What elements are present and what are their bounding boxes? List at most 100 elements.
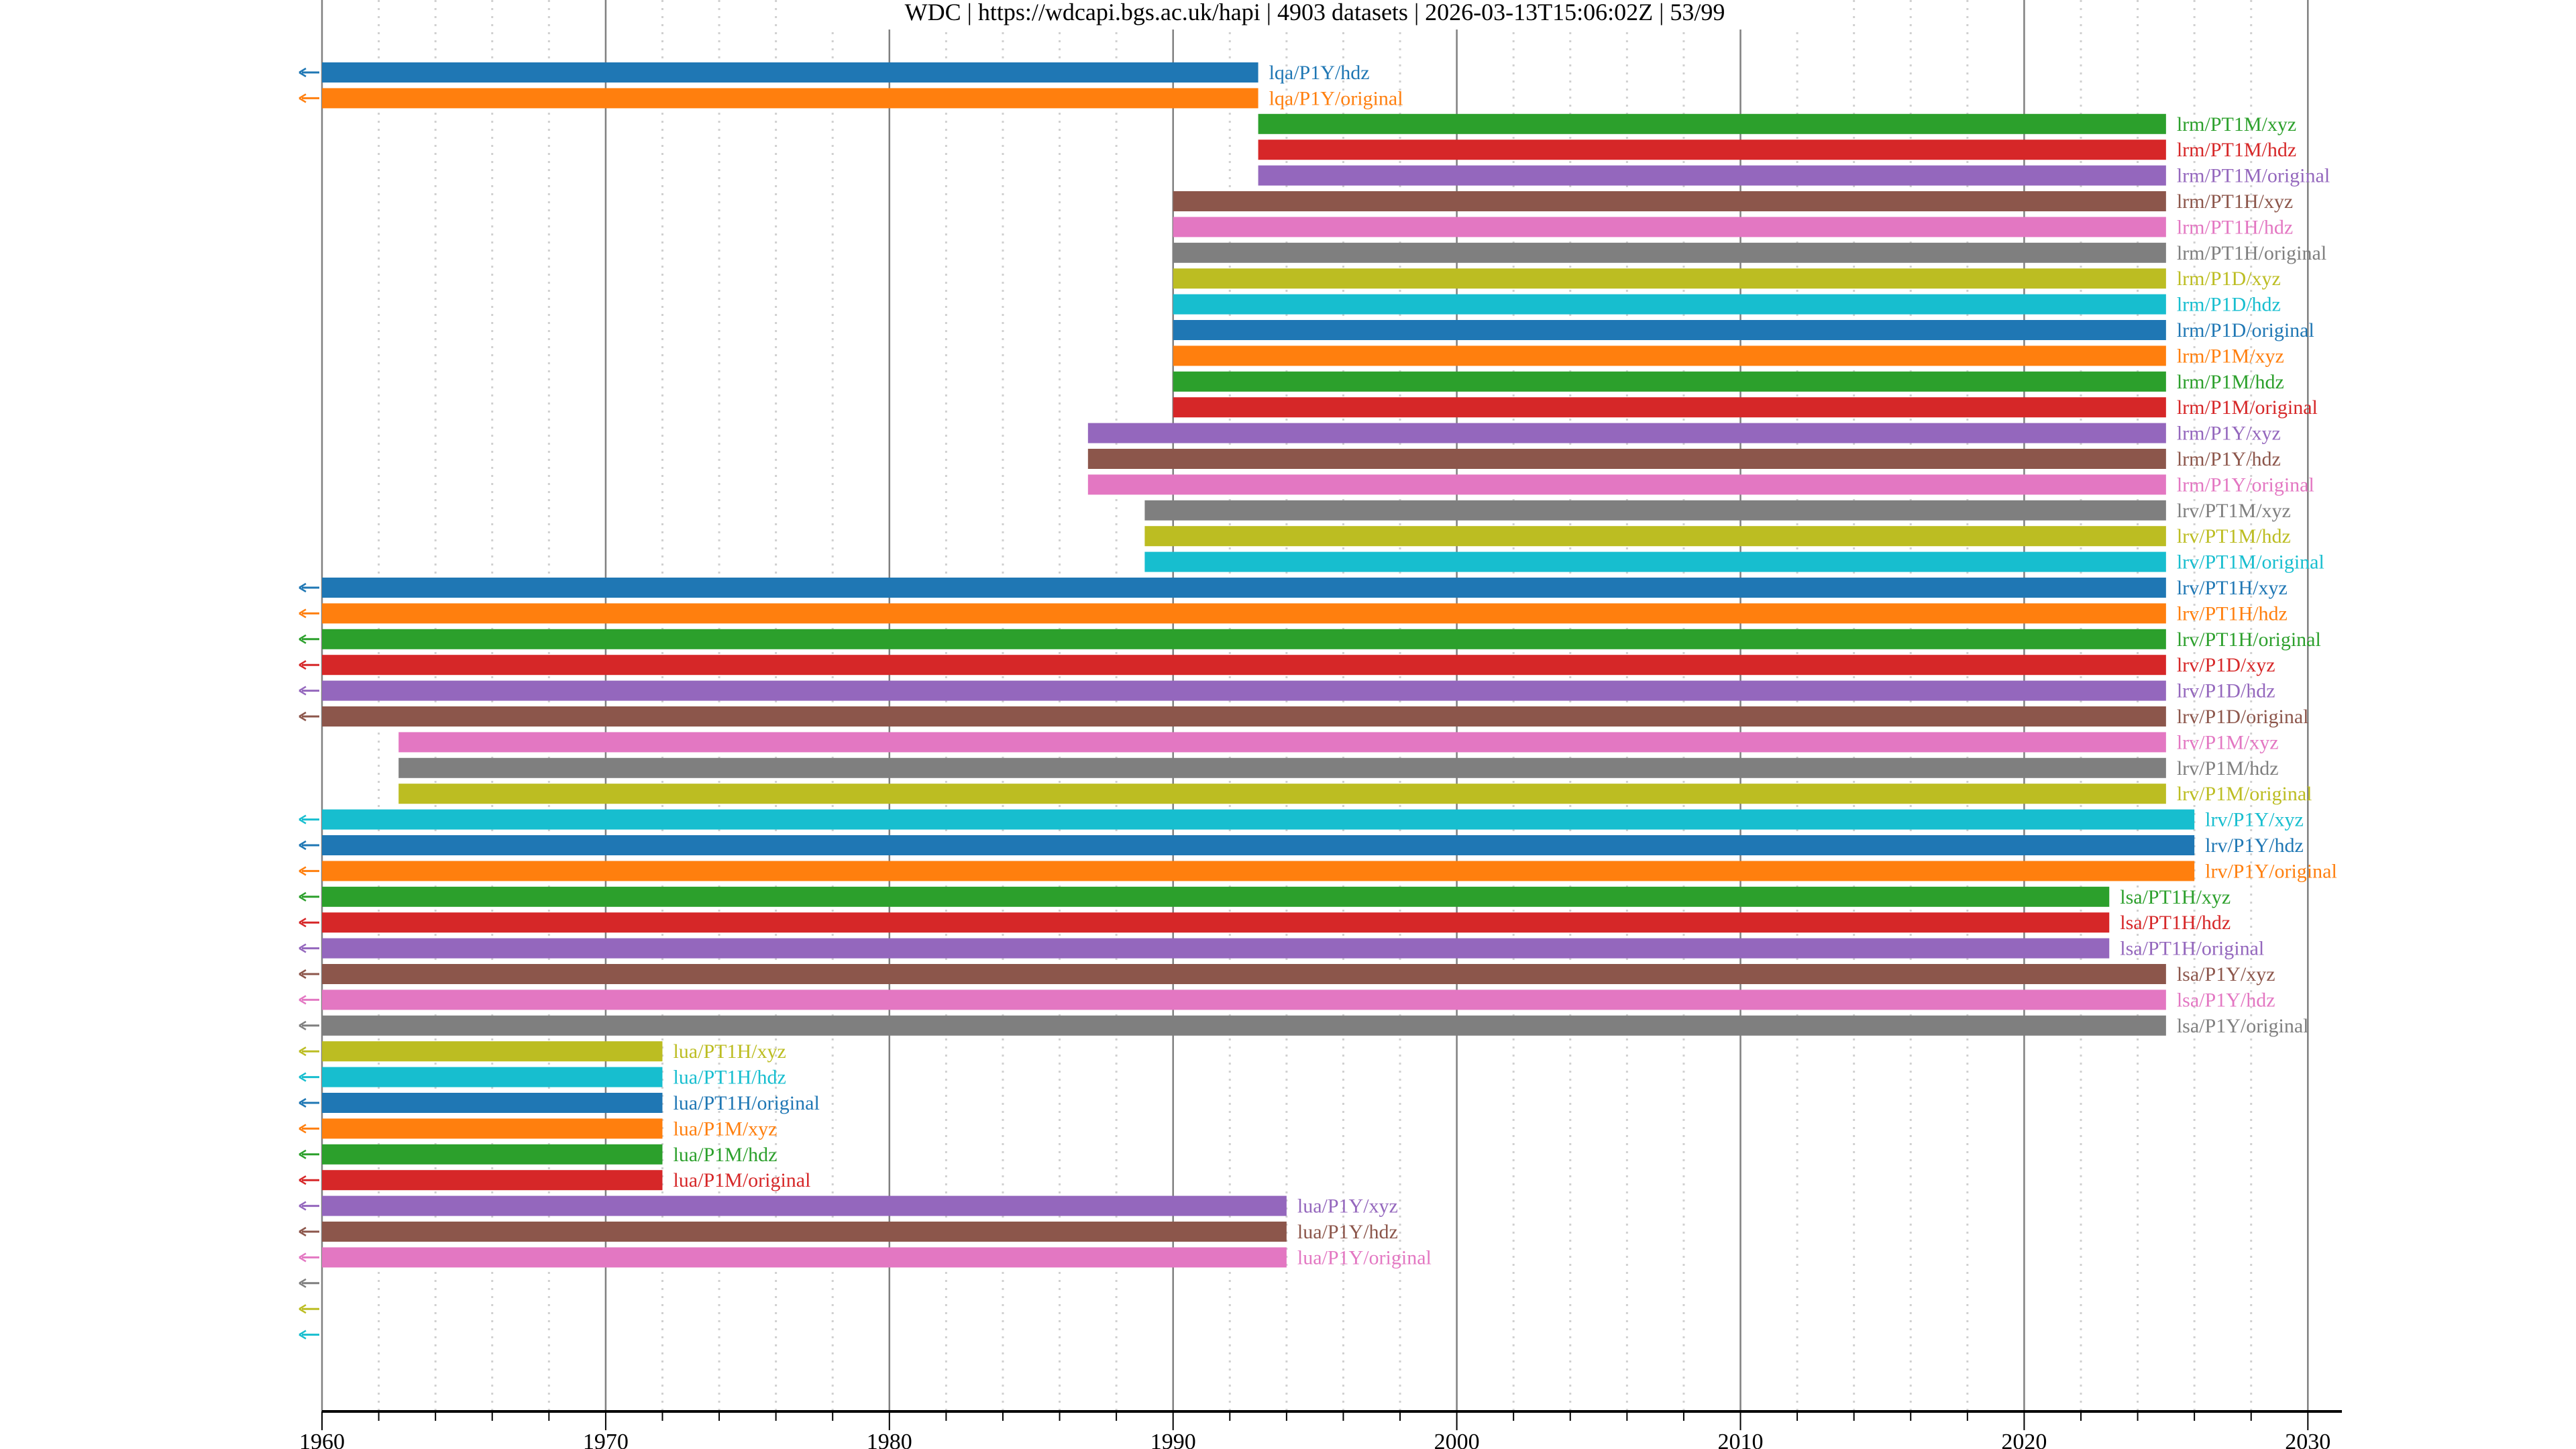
left-arrowhead-icon: [299, 1278, 307, 1288]
timeline-bar: [322, 912, 2110, 933]
timeline-bar: [322, 835, 2195, 855]
timeline-bar: [398, 757, 2166, 778]
timeline-bar: [1258, 113, 2166, 134]
left-arrowhead-icon: [299, 1201, 307, 1211]
timeline-bar: [1144, 500, 2166, 521]
bar-label: lrv/P1M/hdz: [2177, 757, 2279, 780]
left-arrowhead-icon: [299, 1097, 307, 1108]
bar-label: lrv/P1Y/original: [2205, 860, 2337, 882]
bar-label: lua/P1Y/xyz: [1297, 1195, 1398, 1218]
timeline-bar: [322, 680, 2166, 701]
bar-label: lqa/P1Y/original: [1269, 87, 1403, 109]
bar-label: lrv/P1Y/xyz: [2205, 809, 2304, 831]
left-arrowhead-icon: [299, 608, 307, 619]
left-arrowhead-icon: [299, 969, 307, 979]
bar-label: lqa/P1Y/hdz: [1269, 62, 1370, 84]
timeline-bar: [1173, 371, 2166, 392]
timeline-bar: [1087, 423, 2166, 443]
bar-label: lua/P1M/xyz: [673, 1118, 777, 1140]
left-arrowhead-icon: [299, 1046, 307, 1057]
timeline-bar: [1087, 474, 2166, 495]
bar-label: lua/PT1H/xyz: [673, 1040, 786, 1063]
bar-label: lsa/P1Y/xyz: [2177, 963, 2275, 985]
timeline-bar: [322, 1015, 2166, 1036]
timeline-bar: [1173, 191, 2166, 211]
timeline-bar: [322, 88, 1258, 109]
bar-label: lrv/P1M/original: [2177, 783, 2312, 805]
timeline-bar: [1144, 526, 2166, 547]
x-tick-label: 1960: [299, 1430, 345, 1449]
x-axis: 1960 1970 1980 1990 2000 2010 2020 2030: [299, 1410, 2343, 1449]
timeline-bar: [322, 1170, 663, 1191]
timeline-bar: [322, 1247, 1287, 1268]
bar-label: lua/P1M/hdz: [673, 1144, 777, 1166]
left-arrowhead-icon: [299, 1330, 307, 1340]
x-tick-label: 2010: [1718, 1430, 1764, 1449]
left-arrowhead-icon: [299, 582, 307, 593]
bar-label: lua/P1Y/hdz: [1297, 1221, 1398, 1243]
timeline-bar: [1173, 345, 2166, 366]
bar-label: lsa/PT1H/xyz: [2120, 886, 2231, 908]
timeline-bar: [398, 784, 2166, 804]
timeline-bar: [1258, 140, 2166, 160]
timeline-bar: [322, 809, 2195, 830]
timeline-bar: [322, 886, 2110, 907]
timeline-bar: [322, 938, 2110, 959]
bar-label: lrm/P1D/xyz: [2177, 268, 2281, 290]
bar-label: lrv/P1Y/hdz: [2205, 835, 2304, 857]
timeline-bar: [1258, 165, 2166, 186]
bar-label: lrv/PT1M/original: [2177, 551, 2324, 574]
left-arrowhead-icon: [299, 1175, 307, 1185]
timeline-bar: [1173, 397, 2166, 418]
left-arrowhead-icon: [299, 814, 307, 824]
timeline-bar: [322, 655, 2166, 676]
x-tick-label: 2000: [1434, 1430, 1480, 1449]
bar-label: lua/PT1H/hdz: [673, 1067, 786, 1089]
bar-label: lrm/PT1M/hdz: [2177, 139, 2296, 161]
left-arrowhead-icon: [299, 711, 307, 722]
bar-label: lsa/PT1H/hdz: [2120, 912, 2231, 934]
timeline-bar: [322, 1144, 663, 1165]
left-arrowhead-icon: [299, 1252, 307, 1263]
bar-label: lrm/P1Y/original: [2177, 474, 2314, 496]
timeline-bar: [1087, 449, 2166, 469]
timeline-bar: [1173, 242, 2166, 263]
timeline-bar: [1173, 294, 2166, 315]
bar-label: lsa/P1Y/hdz: [2177, 989, 2275, 1011]
timeline-bar: [322, 1041, 663, 1062]
left-arrowhead-icon: [299, 995, 307, 1005]
bar-label: lrv/P1D/original: [2177, 706, 2309, 728]
left-arrowhead-icon: [299, 840, 307, 851]
bar-label: lrm/P1D/original: [2177, 319, 2314, 341]
left-arrowhead-icon: [299, 67, 307, 78]
timeline-bar: [322, 62, 1258, 83]
timeline-bar: [322, 578, 2166, 598]
timeline-bar: [322, 1222, 1287, 1242]
bar-label: lrv/PT1M/xyz: [2177, 500, 2291, 522]
timeline-bar: [322, 1067, 663, 1087]
bar-label: lua/PT1H/original: [673, 1092, 819, 1114]
bar-label: lsa/P1Y/original: [2177, 1015, 2309, 1037]
timeline-bar: [322, 629, 2166, 649]
bars: lqa/P1Y/hdz lqa/P1Y/original lrm/PT1M/xyz l…: [299, 62, 2337, 1340]
left-arrowhead-icon: [299, 634, 307, 644]
x-tick-label: 2030: [2285, 1430, 2330, 1449]
timeline-bar: [1144, 551, 2166, 572]
bar-label: lsa/PT1H/original: [2120, 938, 2264, 960]
left-arrowhead-icon: [299, 892, 307, 902]
bar-label: lrm/P1D/hdz: [2177, 294, 2281, 316]
timeline-bar: [398, 732, 2166, 753]
x-tick-label: 1980: [867, 1430, 912, 1449]
bar-label: lrm/P1Y/xyz: [2177, 423, 2281, 445]
timeline-bar: [322, 1118, 663, 1139]
bar-label: lrv/P1D/xyz: [2177, 654, 2275, 676]
bar-label: lrm/PT1M/original: [2177, 165, 2330, 187]
bar-label: lrv/PT1H/hdz: [2177, 602, 2288, 625]
x-tick-label: 1990: [1150, 1430, 1196, 1449]
left-arrowhead-icon: [299, 1304, 307, 1314]
left-arrowhead-icon: [299, 866, 307, 876]
bar-label: lrm/P1M/hdz: [2177, 371, 2284, 393]
bar-label: lrv/PT1H/original: [2177, 629, 2321, 651]
bar-label: lua/P1Y/original: [1297, 1246, 1432, 1269]
bar-label: lrv/PT1H/xyz: [2177, 577, 2288, 599]
